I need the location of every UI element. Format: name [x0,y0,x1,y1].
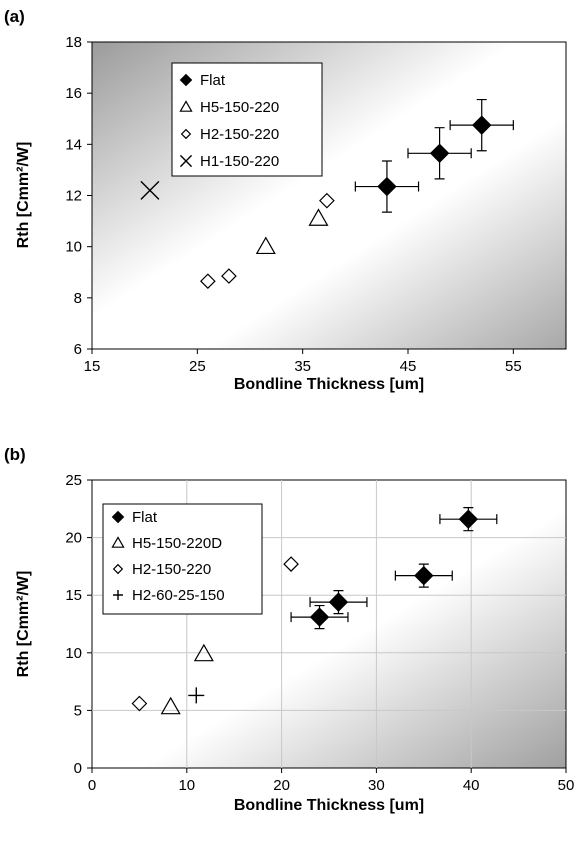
data-point-open-diamond [283,556,299,572]
x-tick-label: 0 [88,777,96,794]
legend-b: Flat H5-150-220D H2-150-220 H2-60-25-150 [102,503,263,615]
legend-marker-filled-diamond [179,73,193,87]
x-tick-label: 25 [189,358,206,375]
data-point-filled-diamond [458,509,479,529]
data-point-filled-diamond [309,607,330,627]
y-tick-label: 0 [74,760,82,777]
x-tick-label: 15 [84,358,101,375]
x-tick-label: 55 [505,358,522,375]
legend-marker-plus [113,590,123,600]
legend-b-box [102,503,263,615]
legend-label: Flat [200,72,226,89]
x-tick-label: 30 [368,777,385,794]
y-axis-title-a: Rth [Cmm²/W] [15,142,32,249]
x-axis-title-b: Bondline Thickness [um] [234,797,424,814]
data-point-open-diamond [221,268,237,284]
x-tick-label: 45 [400,358,417,375]
data-point-filled-diamond [328,592,349,612]
data-point-filled-diamond [414,565,434,586]
panel-b-label: (b) [4,445,26,464]
legend-label: Flat [132,509,158,526]
y-tick-label: 15 [65,587,82,604]
legend-label: H5-150-220 [200,99,279,116]
panel-a: (a) 15 25 35 45 55 6 8 10 12 14 16 18 Flat H5-150-22… [4,7,567,393]
y-tick-label: 10 [65,239,82,256]
legend-marker-open-triangle [111,536,125,548]
legend-marker-filled-diamond [111,510,125,524]
y-axis-title-b: Rth [Cmm²/W] [15,571,32,678]
y-tick-label: 5 [74,702,82,719]
legend-marker-open-triangle [179,100,193,112]
legend-label: H5-150-220D [132,535,222,552]
data-point-open-triangle [308,208,329,226]
legend-a: Flat H5-150-220 H2-150-220 H1-150-220 [171,62,323,177]
y-tick-label: 20 [65,530,82,547]
data-point-plus [188,687,205,704]
legend-marker-open-diamond [112,563,124,575]
y-tick-label: 10 [65,645,82,662]
x-tick-label: 50 [558,777,575,794]
legend-a-box [171,62,323,177]
panel-a-label: (a) [4,7,25,26]
x-tick-label: 35 [294,358,311,375]
y-tick-label: 16 [65,85,82,102]
y-tick-label: 25 [65,472,82,489]
data-point-filled-diamond [429,143,450,163]
data-point-open-triangle [255,236,276,255]
panel-b: (b) 0 10 20 30 40 50 0 5 10 15 20 25 Flat H5-150-220… [4,445,574,814]
data-point-open-diamond [200,273,216,290]
x-tick-label: 10 [178,777,195,794]
legend-label: H2-150-220 [132,561,211,578]
data-point-open-triangle [193,643,214,662]
legend-label: H2-150-220 [200,126,279,143]
legend-marker-open-diamond [180,128,192,140]
legend-label: H2-60-25-150 [132,587,225,604]
y-tick-label: 14 [65,136,82,153]
y-tick-label: 12 [65,188,82,205]
data-point-filled-diamond [377,176,397,197]
x-axis-title-a: Bondline Thickness [um] [234,376,424,393]
data-point-open-diamond [131,695,148,712]
data-point-open-triangle [160,696,181,715]
data-point-open-diamond [319,192,335,209]
y-tick-label: 8 [74,290,82,307]
x-tick-label: 40 [463,777,480,794]
legend-label: H1-150-220 [200,153,279,170]
legend-marker-x [179,154,193,168]
y-tick-label: 18 [65,34,82,51]
x-tick-label: 20 [273,777,290,794]
y-tick-label: 6 [74,341,82,358]
data-point-filled-diamond [472,115,492,135]
data-point-x [140,180,160,200]
